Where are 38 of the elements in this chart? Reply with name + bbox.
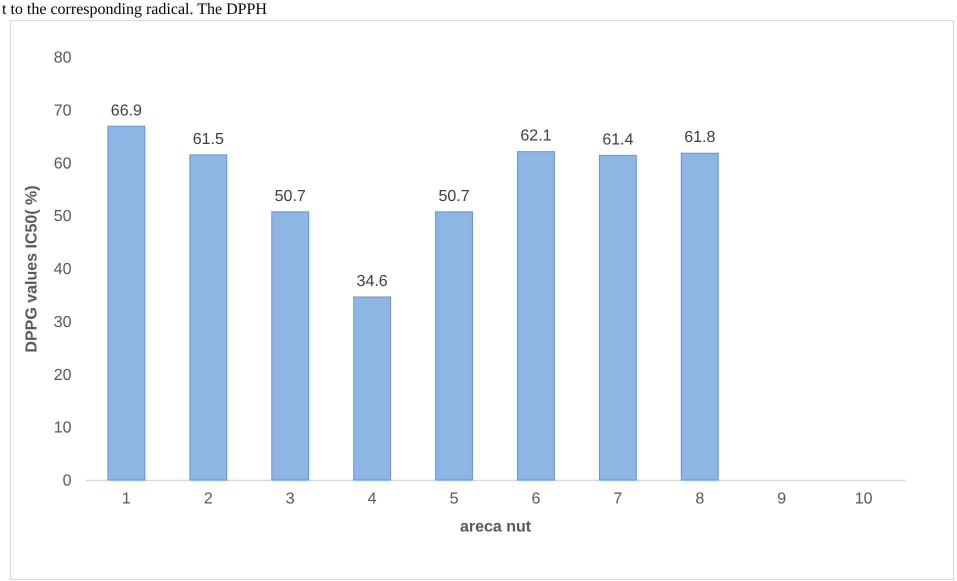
x-tick-label: 5 — [450, 490, 459, 508]
y-tick-label: 80 — [54, 50, 72, 66]
x-axis-title: areca nut — [460, 518, 532, 536]
data-label: 61.4 — [602, 131, 634, 148]
y-tick-label: 10 — [54, 420, 72, 437]
x-tick-label: 1 — [122, 490, 131, 508]
y-tick-label: 60 — [54, 155, 72, 172]
data-label: 62.1 — [520, 128, 552, 145]
x-tick-label: 4 — [368, 490, 377, 508]
x-tick-label: 9 — [777, 490, 786, 508]
x-tick-label: 3 — [286, 490, 295, 508]
data-label: 34.6 — [356, 273, 388, 290]
data-label: 66.9 — [110, 102, 142, 120]
text: t to the corresponding radical. The DPPH — [1, 0, 268, 20]
x-tick-label: 2 — [204, 490, 213, 508]
y-tick-label: 50 — [54, 208, 72, 226]
data-label: 50.7 — [438, 188, 470, 205]
x-tick-label: 7 — [613, 490, 622, 508]
data-label: 50.7 — [274, 188, 306, 205]
y-tick-label: 0 — [62, 472, 72, 490]
y-tick-label: 20 — [54, 366, 72, 384]
bar — [517, 151, 555, 480]
y-tick-label: 30 — [54, 314, 72, 331]
y-tick-label: 40 — [54, 261, 72, 278]
x-tick-label: 10 — [854, 490, 873, 508]
y-tick-label: 70 — [54, 102, 72, 120]
bar — [271, 211, 310, 480]
bar — [435, 211, 473, 480]
bar — [680, 152, 719, 480]
bar — [107, 126, 146, 480]
x-tick-label: 6 — [532, 490, 541, 508]
bar — [189, 154, 228, 480]
data-label: 61.8 — [684, 129, 716, 146]
data-label: 61.5 — [192, 130, 224, 148]
bar — [353, 296, 392, 480]
bar — [598, 154, 637, 480]
y-axis-title: DPPG values IC50( %) — [24, 185, 41, 353]
x-tick-label: 8 — [695, 490, 704, 508]
